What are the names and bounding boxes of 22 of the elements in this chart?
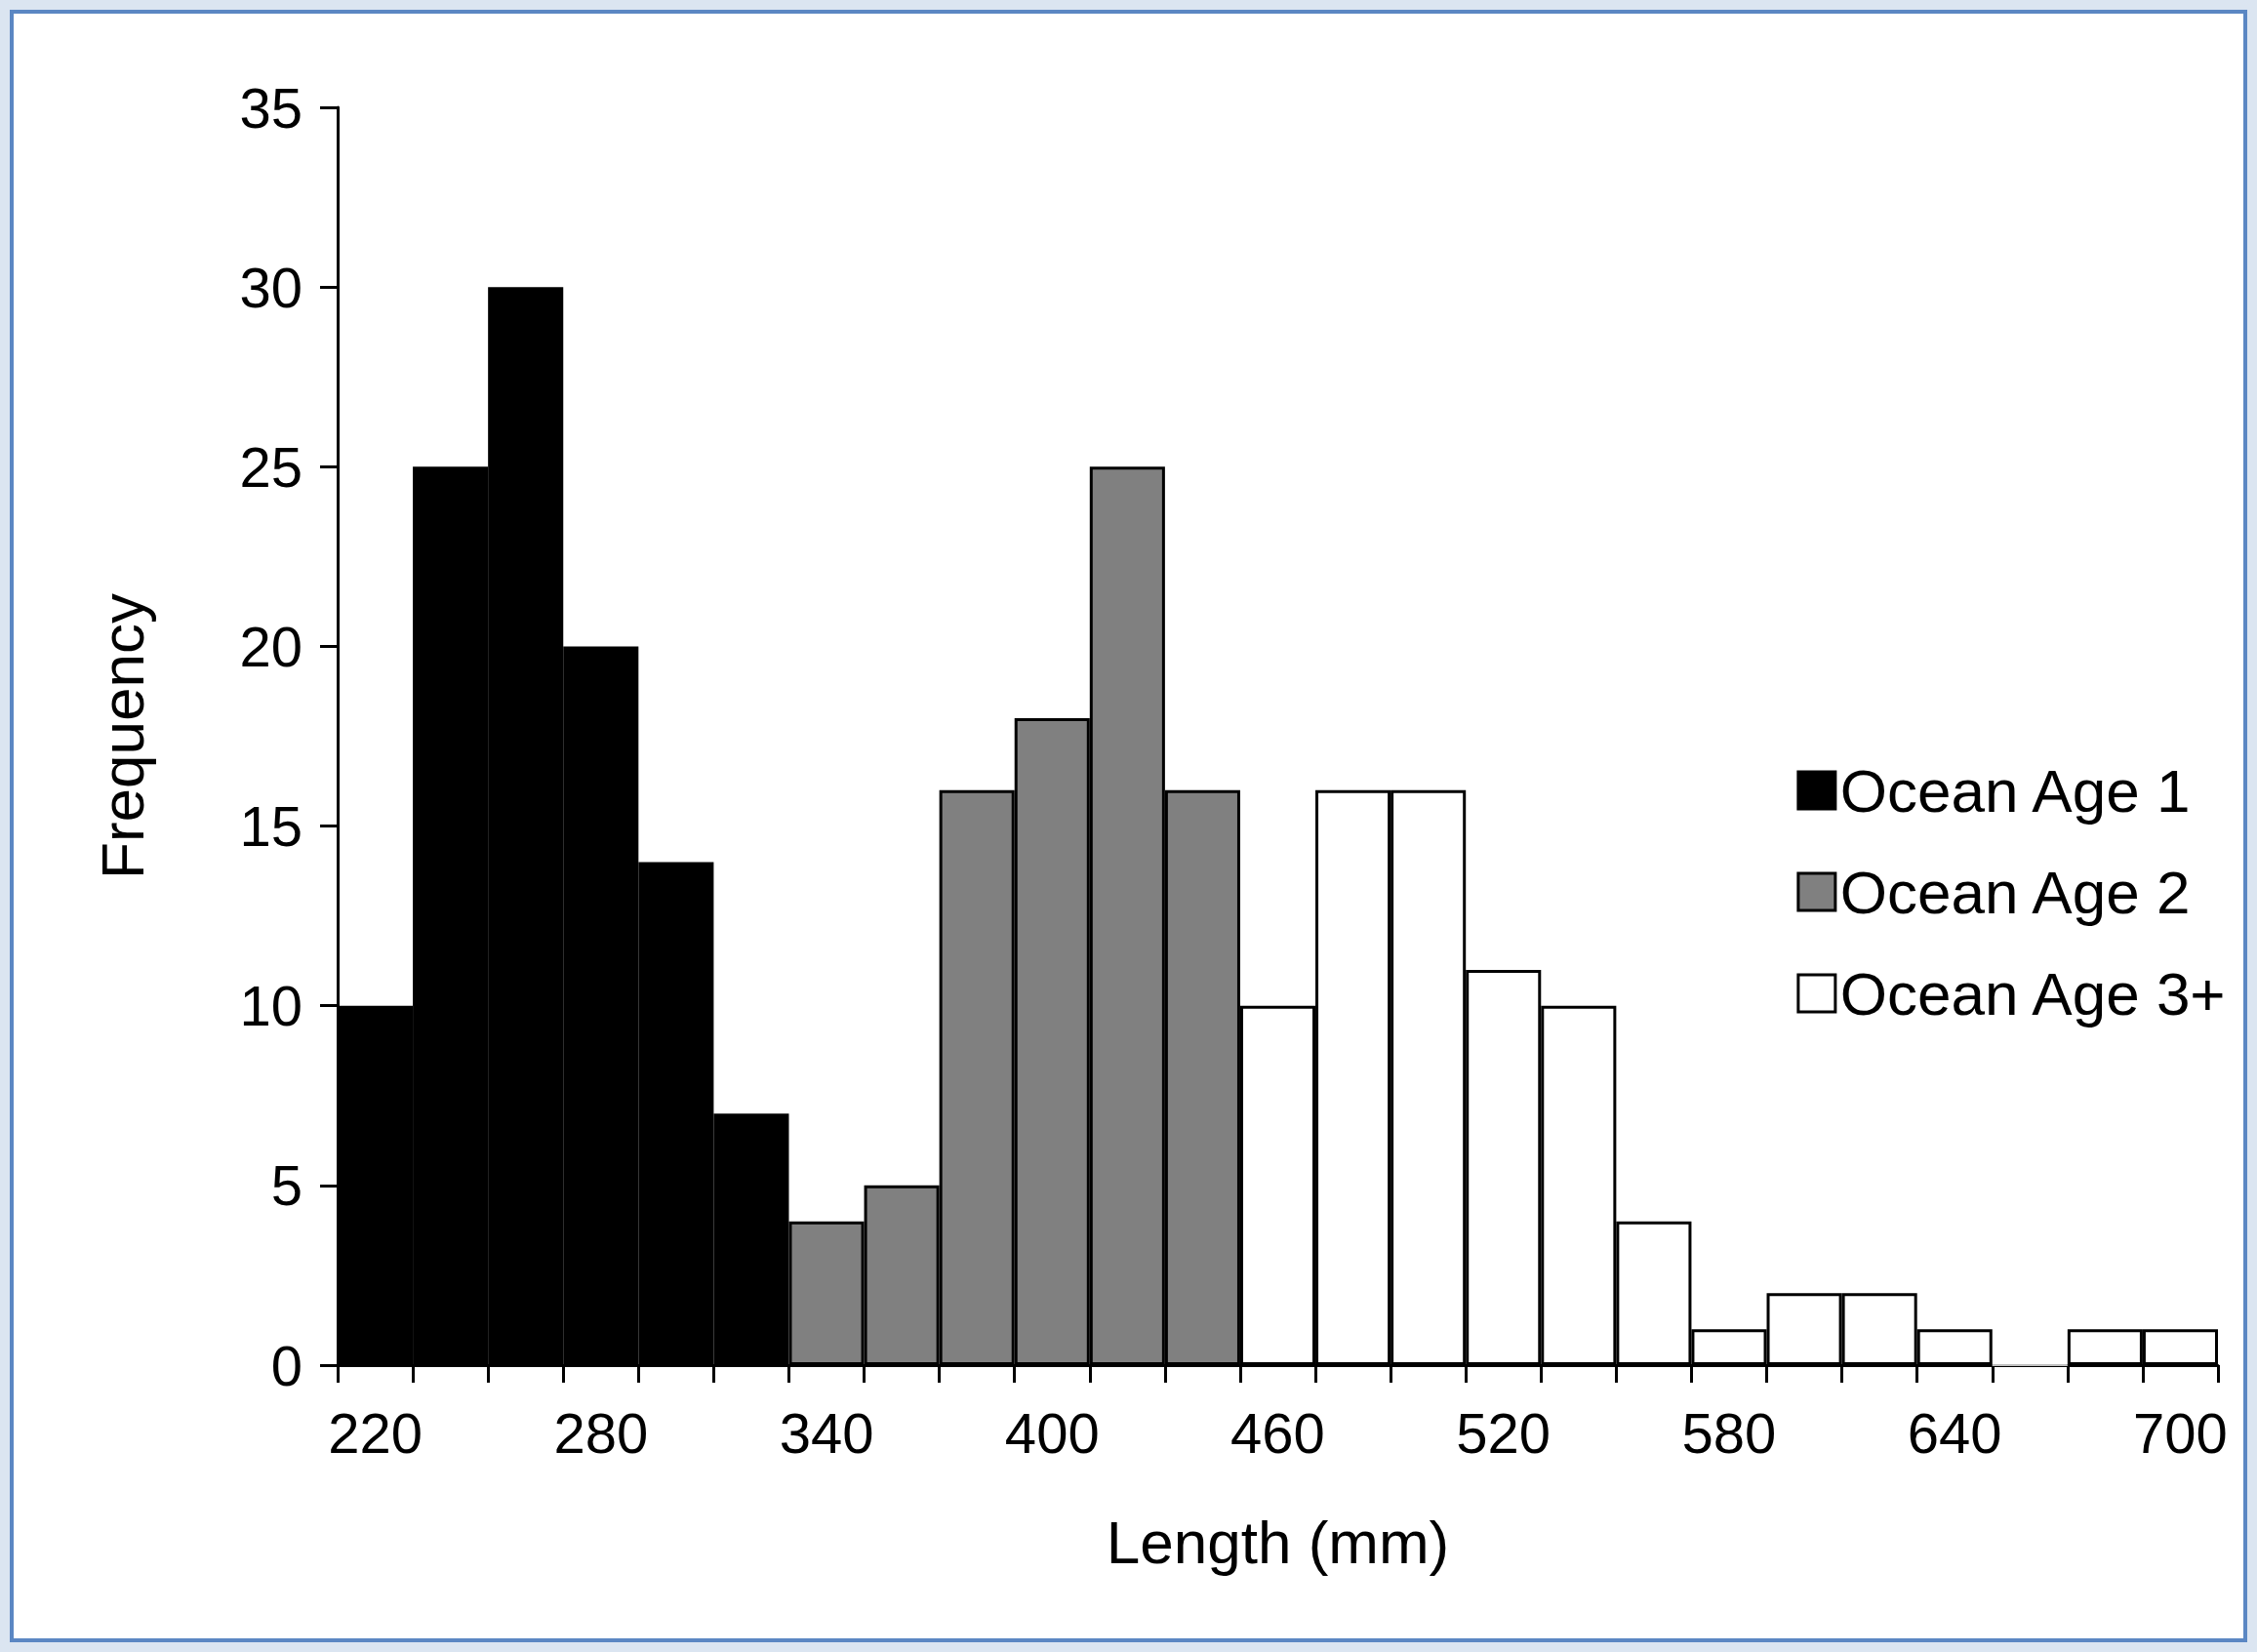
- legend-label: Ocean Age 1: [1839, 756, 2191, 825]
- x-tick-label: 700: [2133, 1400, 2228, 1465]
- x-tick-label: 280: [553, 1400, 649, 1465]
- x-tick-label: 340: [779, 1400, 874, 1465]
- y-tick-label: 25: [239, 434, 302, 499]
- y-tick-label: 5: [270, 1153, 302, 1218]
- x-tick-label: 580: [1681, 1400, 1777, 1465]
- y-tick-label: 35: [239, 75, 302, 140]
- x-tick-label: 220: [328, 1400, 423, 1465]
- y-tick-label: 15: [239, 794, 302, 859]
- x-tick-label: 460: [1230, 1400, 1325, 1465]
- x-tick-label: 400: [1004, 1400, 1100, 1465]
- y-tick-label: 20: [239, 614, 302, 678]
- y-tick-label: 10: [239, 974, 302, 1038]
- legend-label: Ocean Age 3+: [1839, 959, 2226, 1027]
- y-axis-title: Frequency: [88, 593, 156, 879]
- legend-label: Ocean Age 2: [1839, 858, 2191, 926]
- x-tick-label: 640: [1907, 1400, 2002, 1465]
- y-tick-label: 30: [239, 255, 302, 319]
- x-axis-title: Length (mm): [1106, 1508, 1450, 1576]
- y-tick-label: 0: [270, 1333, 302, 1397]
- x-tick-label: 520: [1456, 1400, 1552, 1465]
